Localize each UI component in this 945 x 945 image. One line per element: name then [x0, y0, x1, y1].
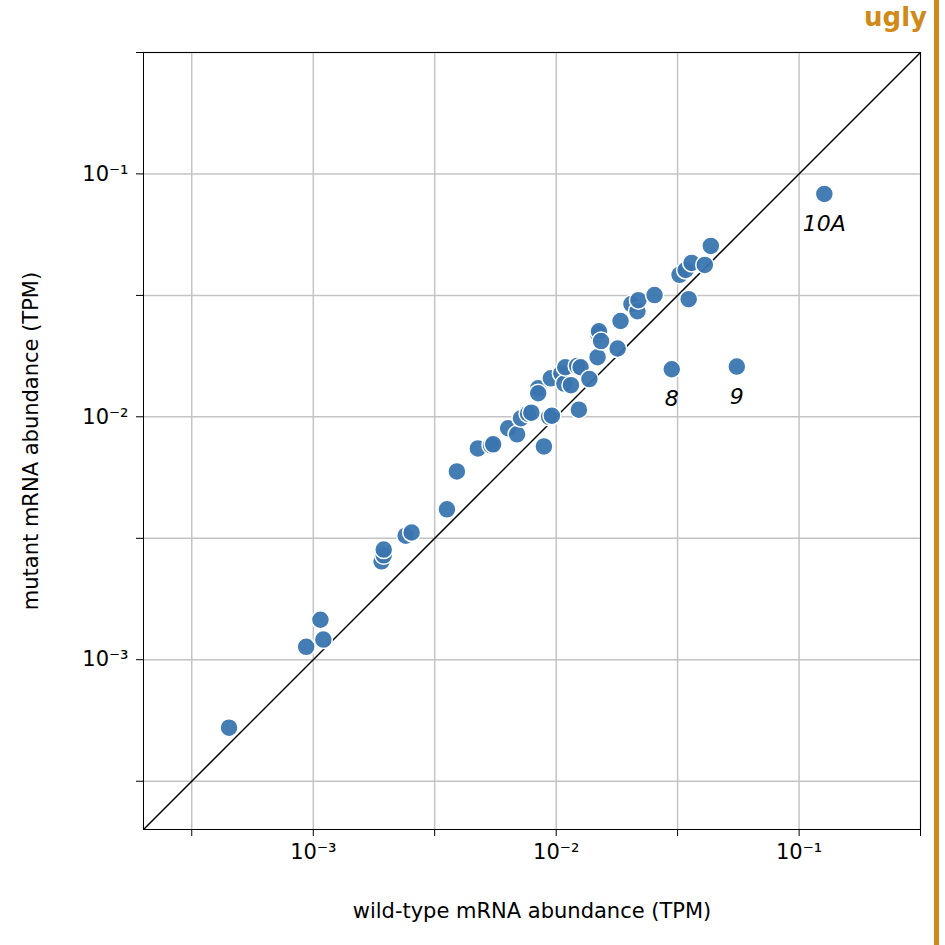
svg-text:wild-type mRNA abundance (TPM): wild-type mRNA abundance (TPM) — [353, 899, 712, 923]
svg-text:10⁻²: 10⁻² — [82, 405, 128, 429]
svg-text:10⁻¹: 10⁻¹ — [776, 840, 822, 864]
svg-text:10A: 10A — [803, 211, 846, 236]
svg-text:10⁻³: 10⁻³ — [82, 647, 128, 671]
svg-text:8: 8 — [665, 386, 679, 411]
svg-text:10⁻²: 10⁻² — [533, 840, 579, 864]
svg-text:9: 9 — [730, 384, 744, 409]
svg-text:10⁻¹: 10⁻¹ — [82, 162, 128, 186]
html-text:ugly: ugly — [864, 2, 927, 32]
svg-text:mutant mRNA abundance (TPM): mutant mRNA abundance (TPM) — [19, 272, 43, 610]
svg-text:10⁻³: 10⁻³ — [290, 840, 336, 864]
